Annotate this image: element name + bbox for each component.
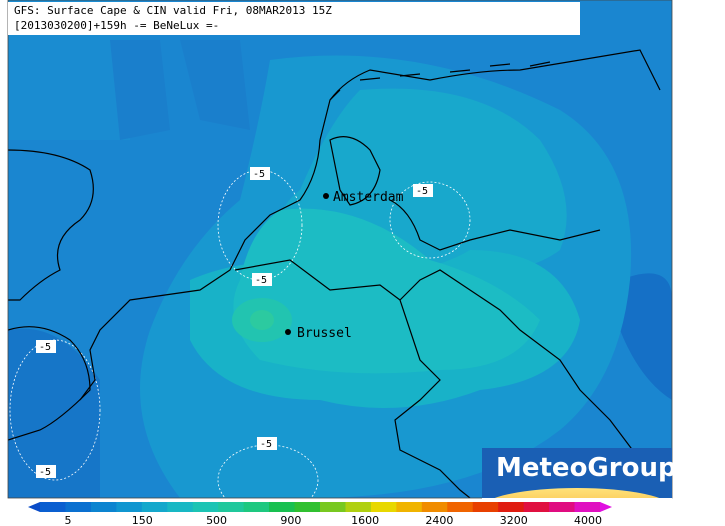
contour-labels: -5 -5 -5 -5 -5 -5 -5 [36,167,433,478]
logo-text: MeteoGroup [496,453,677,483]
header-title: GFS: Surface Cape & CIN valid Fri, 08MAR… [14,4,332,17]
colorbar-bin [345,502,372,512]
colorbar: 5 150 500 900 1600 2400 3200 4000 [28,502,612,526]
colorbar-bin [447,502,474,512]
colorbar-bin [574,502,601,512]
contour-label: -5 [39,467,51,478]
map-frame [7,0,673,499]
colorbar-bin [116,502,143,512]
contour-label: -5 [253,169,265,180]
colorbar-bin [269,502,296,512]
colorbar-bin [90,502,117,512]
city-label: Brussel [297,326,352,341]
colorbar-bin [167,502,194,512]
colorbar-bin [65,502,92,512]
map-field [8,0,672,498]
colorbar-bin [472,502,499,512]
contour-label: -5 [416,186,428,197]
colorbar-label: 3200 [500,514,528,526]
coastlines [8,49,661,498]
colorbar-bin [549,502,576,512]
colorbar-label: 500 [206,514,227,526]
colorbar-arrow [28,502,40,512]
colorbar-bin [40,502,66,512]
header-subtitle: [2013030200]+159h -= BeNeLux =- [14,19,219,32]
colorbar-bin [370,502,397,512]
colorbar-arrow [600,502,612,512]
city-label: Amsterdam [333,190,404,205]
colorbar-bin [320,502,346,512]
colorbar-bin [218,502,245,512]
colorbar-bin [421,502,448,512]
colorbar-bin [498,502,525,512]
contour-label: -5 [262,279,274,290]
colorbar-bin [396,502,423,512]
colorbar-bin [192,502,219,512]
colorbar-label: 150 [132,514,153,526]
colorbar-label: 5 [65,514,72,526]
colorbar-label: 1600 [351,514,379,526]
colorbar-bin [523,502,550,512]
colorbar-bin [294,502,321,512]
contour-label: -5 [260,439,272,450]
contour-label: -5 [39,342,51,353]
colorbar-bin [141,502,168,512]
colorbar-bin [243,502,270,512]
colorbar-label: 900 [280,514,301,526]
contour-label: -5 [255,275,267,286]
colorbar-label: 4000 [574,514,602,526]
colorbar-label: 2400 [425,514,453,526]
header-box [8,2,580,35]
